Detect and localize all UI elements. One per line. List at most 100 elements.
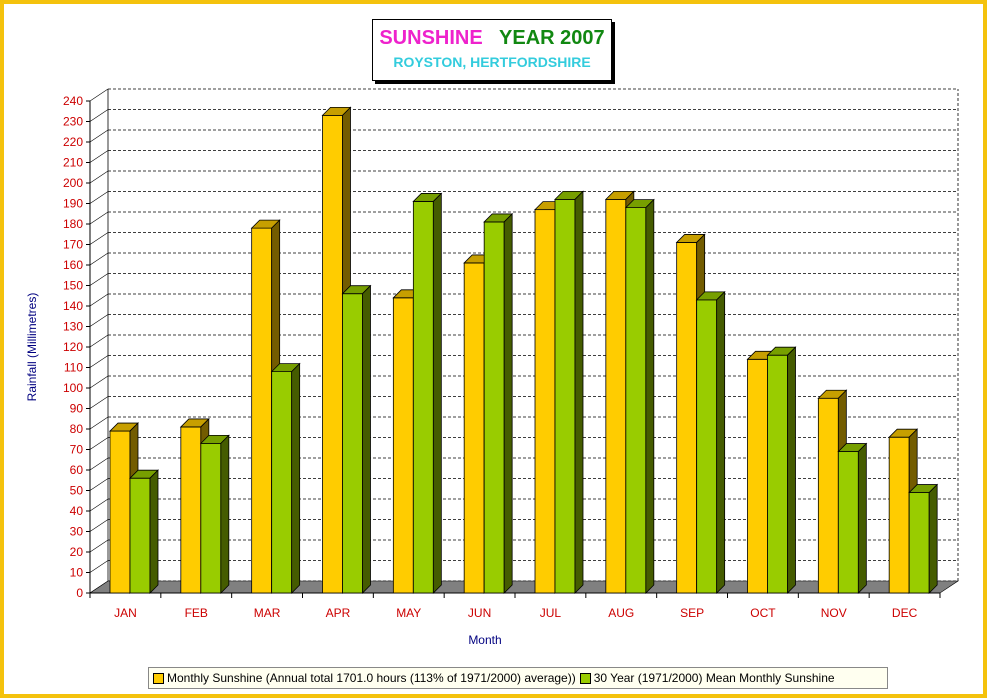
gridline-diagonal (89, 88, 109, 102)
bar-side-2-oct (787, 346, 796, 594)
bar-2-may (412, 201, 434, 594)
gridline-diagonal (89, 457, 109, 471)
bar-2-dec (908, 492, 930, 594)
y-tick-label: 220 (63, 135, 83, 149)
y-tick-label: 30 (70, 525, 84, 539)
y-tick-label: 100 (63, 381, 83, 395)
gridline-diagonal (89, 211, 109, 225)
chart-subtitle: ROYSTON, HERTFORDSHIRE (393, 54, 591, 70)
x-tick-label: APR (326, 606, 351, 620)
gridline-diagonal (89, 355, 109, 368)
gridline-diagonal (89, 539, 109, 553)
legend-label-series1: Monthly Sunshine (Annual total 1701.0 ho… (167, 671, 576, 685)
x-tick-label: MAR (254, 606, 281, 620)
gridline-diagonal (89, 150, 109, 163)
bar-side-2-dec (928, 483, 938, 594)
bar-2-feb (200, 442, 222, 594)
gridline-diagonal (89, 170, 109, 184)
bar-2-apr (342, 293, 363, 594)
bar-2-sep (696, 299, 718, 594)
y-tick-label: 230 (63, 115, 83, 129)
gridline-diagonal (89, 129, 109, 143)
x-tick-label: JAN (114, 606, 137, 620)
bar-1-may (392, 297, 414, 594)
bar-1-apr (322, 114, 343, 594)
y-tick-label: 60 (70, 463, 84, 477)
y-tick-label: 200 (63, 176, 83, 190)
bar-side-2-aug (645, 198, 655, 594)
bar-1-feb (180, 426, 202, 594)
legend-swatch-series1 (153, 672, 164, 684)
gridline-diagonal (89, 519, 109, 532)
gridline-diagonal (89, 252, 109, 266)
bar-side-2-apr (362, 284, 371, 594)
y-tick-label: 40 (70, 504, 84, 518)
y-tick-label: 50 (70, 484, 84, 498)
bar-2-nov (837, 451, 859, 594)
bar-1-aug (605, 198, 627, 594)
y-tick-label: 10 (70, 566, 84, 580)
y-axis-title: Rainfall (Millimetres) (25, 293, 39, 402)
y-tick-label: 130 (63, 320, 83, 334)
gridline-diagonal (89, 396, 109, 409)
x-tick-label: MAY (396, 606, 421, 620)
x-tick-label: OCT (750, 606, 776, 620)
x-tick-label: DEC (892, 606, 918, 620)
gridline-diagonal (89, 478, 109, 491)
x-tick-label: JUL (540, 606, 562, 620)
bar-1-mar (251, 227, 273, 594)
y-tick-label: 20 (70, 545, 84, 559)
bar-1-nov (817, 397, 839, 594)
legend-swatch-series2 (579, 672, 591, 684)
bar-side-2-mar (291, 362, 301, 594)
bar-2-aug (625, 207, 647, 594)
x-tick-label: SEP (680, 606, 704, 620)
y-tick-label: 240 (63, 94, 83, 108)
y-tick-label: 140 (63, 299, 83, 313)
chart-title-box: SUNSHINE YEAR 2007 ROYSTON, HERTFORDSHIR… (372, 19, 612, 81)
x-axis-title: Month (468, 633, 501, 647)
gridline-diagonal (89, 191, 109, 204)
y-tick-label: 70 (70, 443, 84, 457)
bar-side-2-may (432, 192, 442, 594)
bar-2-oct (767, 354, 788, 594)
gridline-diagonal (89, 232, 109, 245)
legend-label-series2: 30 Year (1971/2000) Mean Monthly Sunshin… (593, 671, 835, 685)
x-tick-label: JUN (468, 606, 491, 620)
gridline-diagonal (89, 109, 109, 122)
y-tick-label: 120 (63, 340, 83, 354)
gridline-diagonal (89, 293, 109, 307)
bar-2-mar (271, 371, 293, 594)
y-tick-label: 160 (63, 258, 83, 272)
bar-side-2-jan (149, 469, 159, 594)
legend: Monthly Sunshine (Annual total 1701.0 ho… (148, 667, 888, 689)
gridline-diagonal (89, 437, 109, 450)
chart-title-sunshine: SUNSHINE (379, 27, 483, 49)
bar-1-jan (109, 430, 131, 594)
bar-1-dec (888, 436, 910, 594)
y-tick-label: 210 (63, 156, 83, 170)
gridline-diagonal (89, 273, 109, 286)
y-tick-label: 90 (70, 402, 84, 416)
gridline-diagonal (89, 560, 109, 573)
bar-side-2-jul (574, 190, 584, 594)
bar-2-jan (129, 477, 151, 594)
bar-1-jun (463, 262, 485, 594)
gridline-diagonal (89, 314, 109, 327)
y-tick-label: 80 (70, 422, 84, 436)
y-tick-label: 110 (64, 361, 83, 375)
x-tick-label: AUG (608, 606, 634, 620)
bar-side-2-feb (220, 434, 230, 594)
bar-side-2-nov (857, 442, 867, 594)
gridline-diagonal (89, 498, 109, 512)
y-tick-label: 190 (63, 197, 83, 211)
bar-2-jul (554, 198, 576, 594)
y-tick-label: 150 (63, 279, 83, 293)
gridline-diagonal (89, 416, 109, 430)
legend-item-series2: 30 Year (1971/2000) Mean Monthly Sunshin… (579, 671, 835, 685)
bar-1-jul (534, 209, 556, 594)
bar-side-2-jun (503, 212, 513, 594)
y-tick-label: 0 (76, 586, 83, 600)
chart-title-year: YEAR 2007 (499, 27, 605, 49)
